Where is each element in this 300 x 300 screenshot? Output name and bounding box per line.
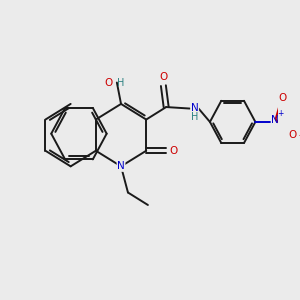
Text: O: O bbox=[169, 146, 177, 156]
Text: -: - bbox=[298, 130, 300, 140]
Text: H: H bbox=[191, 112, 198, 122]
Text: O: O bbox=[159, 72, 167, 82]
Text: N: N bbox=[271, 115, 279, 124]
Text: O: O bbox=[104, 77, 112, 88]
Text: O: O bbox=[278, 93, 286, 103]
Text: O: O bbox=[288, 130, 297, 140]
Text: N: N bbox=[117, 161, 125, 171]
Text: N: N bbox=[191, 103, 199, 113]
Text: +: + bbox=[278, 109, 284, 118]
Text: H: H bbox=[117, 77, 125, 88]
